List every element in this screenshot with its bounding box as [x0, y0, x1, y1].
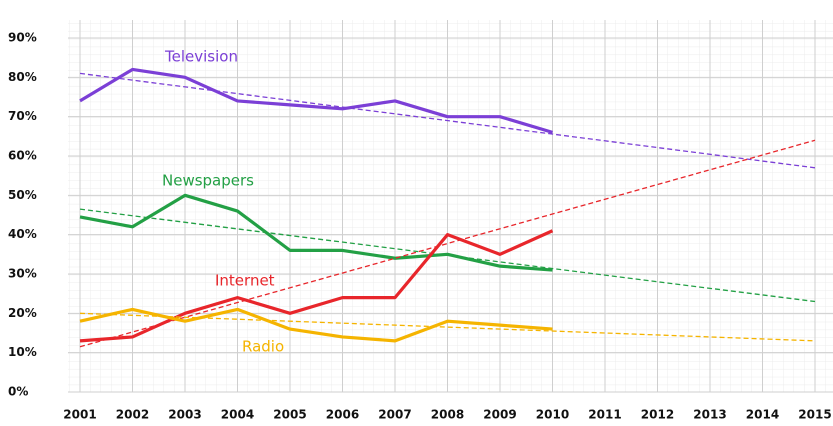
- y-tick-label: 40%: [8, 227, 37, 241]
- y-tick-label: 10%: [8, 345, 37, 359]
- y-tick-label: 0%: [8, 385, 28, 399]
- trend-line: [79, 72, 816, 169]
- x-tick-label: 2001: [63, 408, 96, 422]
- series-label: Radio: [242, 338, 284, 356]
- series-label: Television: [164, 48, 238, 66]
- trend-line: [79, 139, 816, 348]
- y-tick-label: 50%: [8, 188, 37, 202]
- y-tick-label: 30%: [8, 267, 37, 281]
- x-tick-label: 2012: [641, 408, 674, 422]
- series-line: [79, 193, 553, 272]
- y-tick-label: 70%: [8, 109, 37, 123]
- x-tick-label: 2009: [483, 408, 516, 422]
- x-tick-label: 2006: [326, 408, 359, 422]
- series-label: Newspapers: [162, 172, 254, 190]
- x-tick-label: 2003: [168, 408, 201, 422]
- series-label: Internet: [215, 272, 275, 290]
- x-tick-label: 2014: [746, 408, 779, 422]
- x-tick-label: 2002: [116, 408, 149, 422]
- x-tick-label: 2010: [536, 408, 569, 422]
- x-tick-label: 2004: [221, 408, 254, 422]
- series-line: [79, 67, 553, 134]
- y-tick-label: 60%: [8, 149, 37, 163]
- series-line: [79, 229, 554, 343]
- series-line: [79, 307, 553, 343]
- x-tick-label: 2005: [273, 408, 306, 422]
- y-tick-label: 20%: [8, 306, 37, 320]
- x-tick-label: 2007: [378, 408, 411, 422]
- x-tick-label: 2013: [693, 408, 726, 422]
- x-tick-label: 2011: [588, 408, 621, 422]
- y-tick-label: 90%: [8, 31, 37, 45]
- x-tick-label: 2015: [798, 408, 831, 422]
- y-tick-label: 80%: [8, 70, 37, 84]
- x-tick-label: 2008: [431, 408, 464, 422]
